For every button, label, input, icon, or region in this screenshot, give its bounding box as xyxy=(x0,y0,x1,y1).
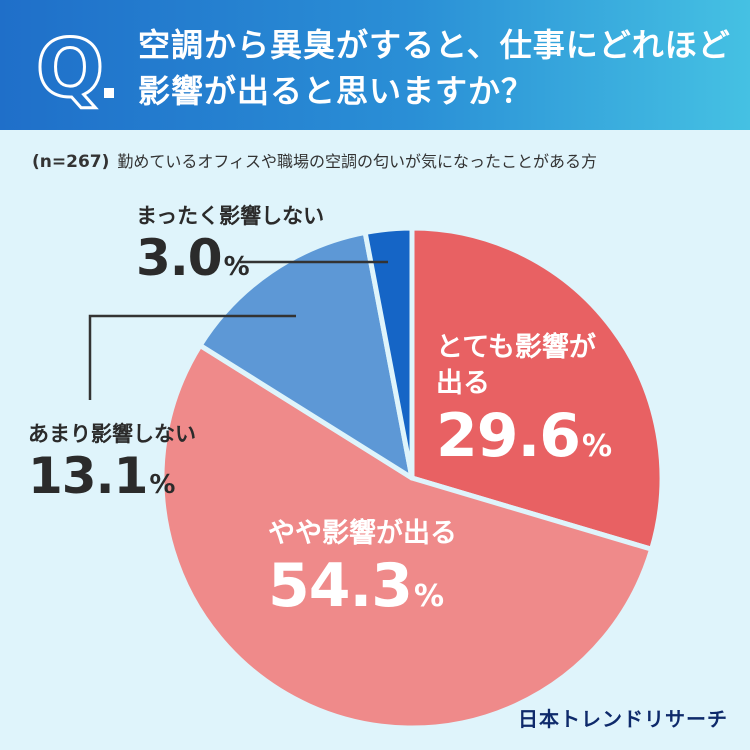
pie-slice-somewhat xyxy=(159,342,655,731)
q-letter: Q xyxy=(36,22,104,112)
pie-slice-little xyxy=(197,229,415,481)
q-dot xyxy=(104,88,114,98)
slice-label-very-name: とても影響が出る xyxy=(436,332,596,399)
question-title: 空調から異臭がすると、仕事にどれほど 影響が出ると思いますか？ xyxy=(138,22,738,114)
question-title-line1: 空調から異臭がすると、仕事にどれほど xyxy=(138,26,731,64)
pie-slice-none xyxy=(362,225,415,481)
sample-size: (n=267) xyxy=(32,152,110,172)
slice-label-somewhat-unit: % xyxy=(414,579,444,614)
slice-label-very-value: 29.6 xyxy=(436,401,581,471)
slice-label-none-name: まったく影響しない xyxy=(136,204,325,228)
slice-label-very-unit: % xyxy=(582,429,612,464)
slice-label-little-value: 13.1 xyxy=(28,447,148,505)
slice-label-none-value: 3.0 xyxy=(136,229,223,287)
slice-label-none-pct: 3.0% xyxy=(136,230,324,295)
q-badge-icon: Q xyxy=(35,22,114,112)
question-header: Q 空調から異臭がすると、仕事にどれほど 影響が出ると思いますか？ xyxy=(0,0,750,130)
slice-label-somewhat-value: 54.3 xyxy=(268,551,413,621)
slice-label-somewhat-name: やや影響が出る xyxy=(268,518,457,549)
slice-label-little-pct: 13.1% xyxy=(28,448,196,513)
slice-label-very: とても影響が出る 29.6% xyxy=(436,330,616,481)
slice-label-little-unit: % xyxy=(149,470,175,500)
question-title-line2: 影響が出ると思いますか？ xyxy=(138,72,535,110)
slice-label-none-unit: % xyxy=(223,252,250,282)
leader-line-little xyxy=(88,314,296,400)
pie-slice-very xyxy=(409,225,665,552)
slice-label-none: まったく影響しない 3.0% xyxy=(136,200,324,295)
sample-subject: 勤めているオフィスや職場の空調の匂いが気になったことがある方 xyxy=(117,152,598,171)
slice-label-somewhat-pct: 54.3% xyxy=(268,552,528,631)
slice-label-little: あまり影響しない 13.1% xyxy=(28,418,196,513)
brand-logo: 日本トレンドリサーチ xyxy=(518,707,728,731)
slice-label-little-name: あまり影響しない xyxy=(28,422,196,446)
sample-info: (n=267) 勤めているオフィスや職場の空調の匂いが気になったことがある方 xyxy=(32,148,597,172)
slice-label-somewhat: やや影響が出る 54.3% xyxy=(268,516,528,631)
slice-label-very-pct: 29.6% xyxy=(436,402,616,481)
